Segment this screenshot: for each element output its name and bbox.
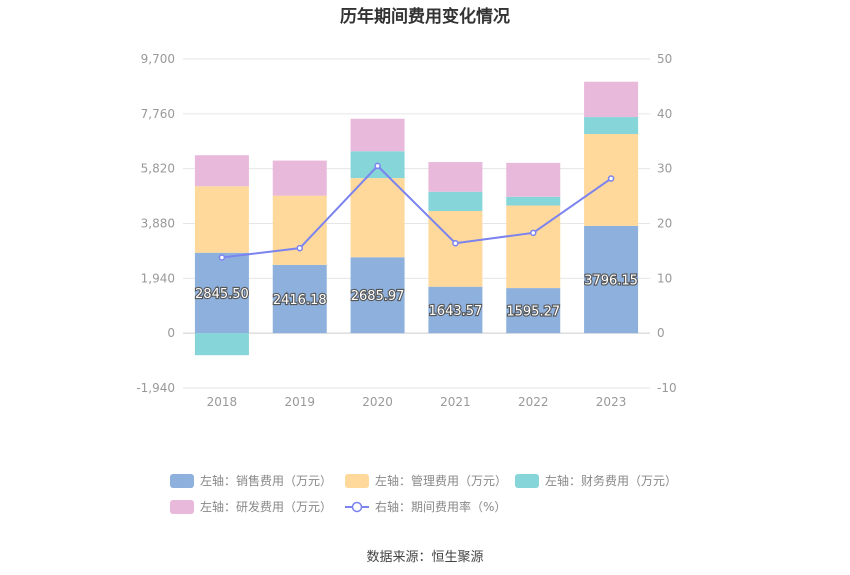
rate-line xyxy=(221,164,612,259)
bar-segment xyxy=(506,196,561,206)
legend-item[interactable]: 右轴：期间费用率（%） xyxy=(345,498,506,515)
x-axis-tick: 2021 xyxy=(440,395,471,409)
legend-item[interactable]: 左轴：销售费用（万元） xyxy=(170,472,332,489)
bar-segment xyxy=(350,118,405,152)
bar-segment xyxy=(272,195,327,265)
bar-segment xyxy=(272,264,327,334)
left-axis-tick: 7,760 xyxy=(141,107,175,121)
bar-labels: 2845.50 2416.18 2685.97 1643.57 1595.27 3796.… xyxy=(194,272,639,320)
left-axis-tick: 0 xyxy=(167,326,175,340)
bar-segment xyxy=(584,81,639,118)
bar-segment xyxy=(506,205,561,289)
legend-item[interactable]: 左轴：研发费用（万元） xyxy=(170,498,332,515)
legend-label: 右轴：期间费用率（%） xyxy=(375,500,507,514)
right-axis-tick: 40 xyxy=(657,107,672,121)
right-axis-tick: -10 xyxy=(657,381,677,395)
legend-label: 左轴：管理费用（万元） xyxy=(375,474,508,488)
left-axis-tick: 5,820 xyxy=(141,162,175,176)
left-axis-tick: 9,700 xyxy=(141,52,175,66)
bar-segment xyxy=(194,333,249,356)
bar-segment xyxy=(584,117,639,135)
bar-segment xyxy=(350,257,405,334)
x-axis-tick: 2018 xyxy=(207,395,238,409)
grid-lines xyxy=(183,58,650,389)
legend-swatch xyxy=(345,500,369,514)
left-axis-tick: -1,940 xyxy=(136,381,175,395)
legend-item[interactable]: 左轴：管理费用（万元） xyxy=(345,472,507,489)
x-axis-tick: 2020 xyxy=(362,395,393,409)
right-axis-tick: 30 xyxy=(657,162,672,176)
bar-segment xyxy=(506,162,561,197)
legend-swatch xyxy=(170,473,194,488)
bar-value-label: 1643.57 xyxy=(429,304,483,319)
bar-segment xyxy=(194,155,249,187)
legend-swatch xyxy=(170,499,194,514)
bar-group xyxy=(194,81,639,356)
bar-segment xyxy=(194,186,249,253)
bar-value-label: 1595.27 xyxy=(506,305,560,320)
bar-segment xyxy=(428,286,483,334)
bar-value-label: 2685.97 xyxy=(351,289,405,304)
legend-label: 左轴：销售费用（万元） xyxy=(200,474,333,488)
legend-label: 左轴：研发费用（万元） xyxy=(200,500,333,514)
legend-label: 左轴：财务费用（万元） xyxy=(545,474,678,488)
legend-swatch xyxy=(515,473,539,488)
bar-segment xyxy=(428,210,483,287)
bar-value-label: 2845.50 xyxy=(195,287,249,302)
right-axis-tick: 10 xyxy=(657,271,672,285)
x-axis-tick: 2022 xyxy=(518,395,549,409)
x-axis-tick: 2019 xyxy=(284,395,315,409)
bar-value-label: 2416.18 xyxy=(273,293,327,308)
rate-point xyxy=(218,254,226,261)
chart-title: 历年期间费用变化情况 xyxy=(340,7,510,27)
x-axis-tick: 2023 xyxy=(596,395,627,409)
rate-line-group xyxy=(218,162,615,261)
rate-point xyxy=(374,162,381,170)
axis-labels: -1,940 0 1,940 3,880 5,820 7,760 9,700 -10 0 10 20… xyxy=(136,52,676,409)
right-axis-tick: 0 xyxy=(657,326,665,340)
bar-segment xyxy=(428,191,483,211)
bar-segment xyxy=(350,178,405,258)
left-axis-tick: 1,940 xyxy=(141,271,175,285)
right-axis-tick: 50 xyxy=(657,52,672,66)
bar-segment xyxy=(194,252,249,334)
rate-point xyxy=(296,244,303,252)
source-note: 数据来源：恒生聚源 xyxy=(366,550,484,565)
bar-segment xyxy=(272,160,327,196)
bar-segment xyxy=(428,162,483,192)
rate-point xyxy=(607,175,615,182)
left-axis-tick: 3,880 xyxy=(141,217,175,231)
right-axis-tick: 20 xyxy=(657,217,672,231)
rate-point xyxy=(530,229,537,237)
bar-segment xyxy=(506,288,561,334)
rate-point xyxy=(452,239,459,247)
bar-value-label: 3796.15 xyxy=(584,274,638,289)
bar-segment xyxy=(584,225,639,334)
chart-canvas: 2845.50 2416.18 2685.97 1643.57 1595.27 3796.… xyxy=(136,52,676,409)
legend-swatch xyxy=(345,473,369,488)
legend-item[interactable]: 左轴：财务费用（万元） xyxy=(515,472,677,489)
